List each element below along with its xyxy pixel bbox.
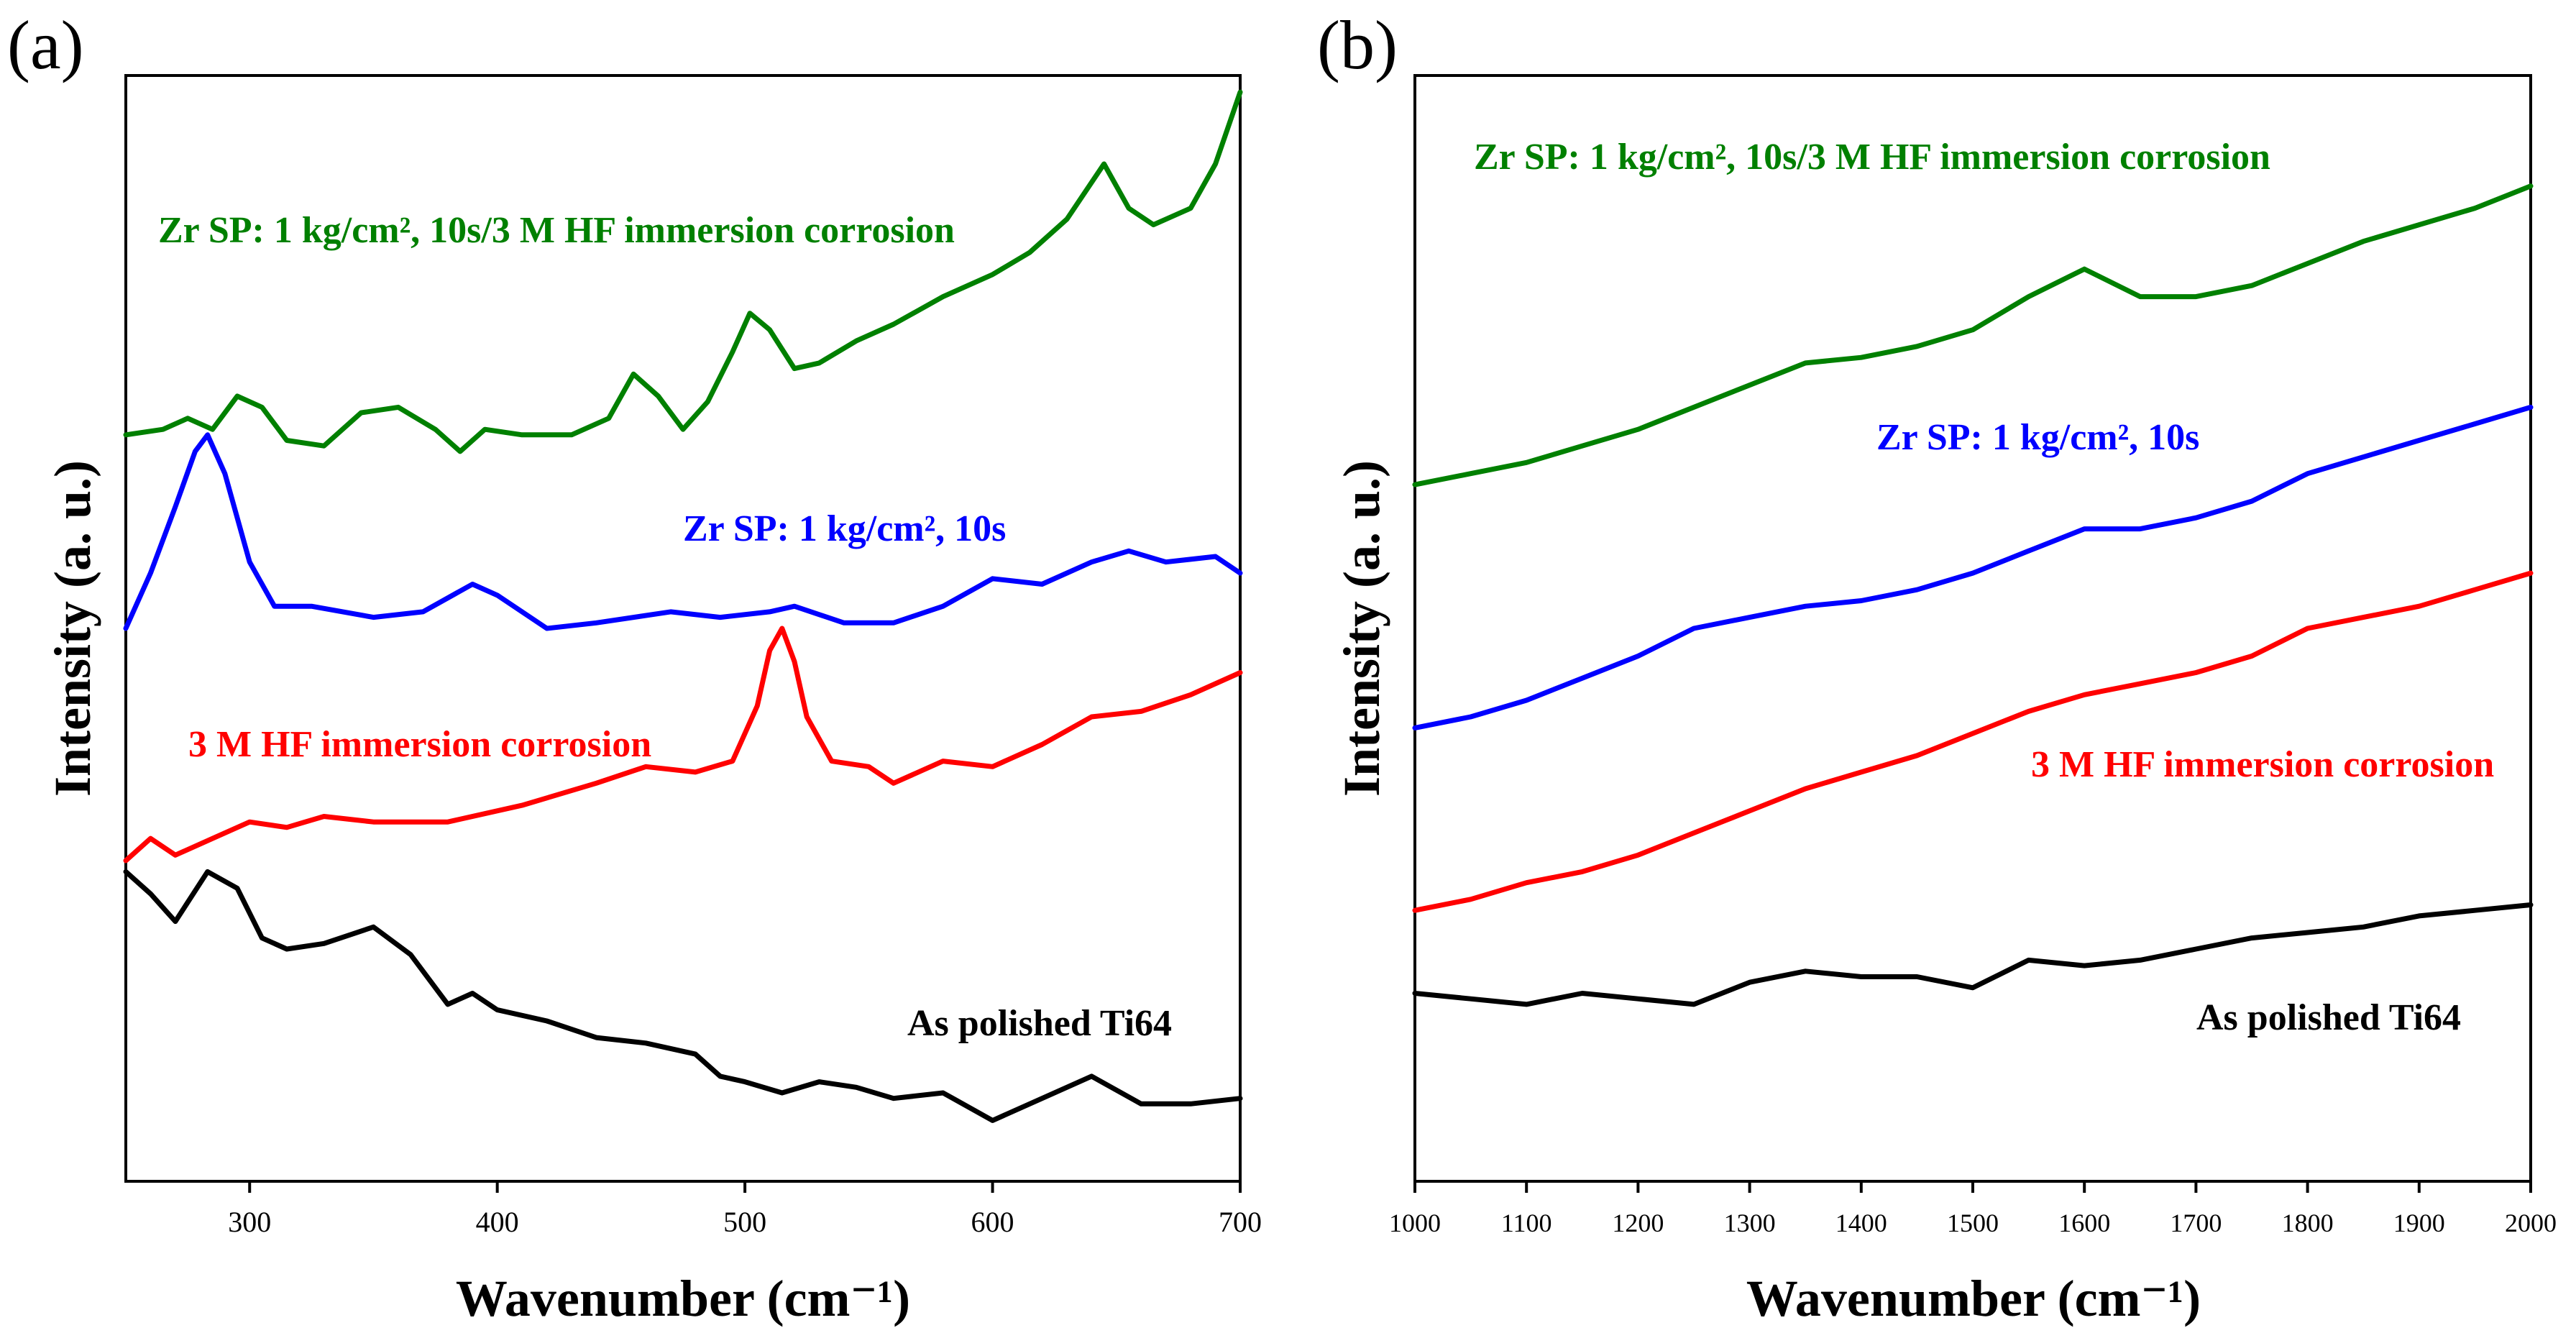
x-axis-title-a: Wavenumber (cm⁻¹)	[456, 1270, 910, 1327]
series-label-b-black: As polished Ti64	[2196, 997, 2461, 1038]
series-label-b-green: Zr SP: 1 kg/cm², 10s/3 M HF immersion co…	[1474, 137, 2270, 178]
x-tick-label-b: 2000	[2505, 1209, 2557, 1237]
x-tick-label-b: 1200	[1612, 1209, 1664, 1237]
series-label-a-black: As polished Ti64	[907, 1003, 1172, 1044]
x-tick-label-a: 500	[723, 1206, 766, 1238]
x-tick-label-a: 300	[228, 1206, 271, 1238]
x-tick-label-b: 1100	[1501, 1209, 1552, 1237]
series-line-a-blue	[123, 432, 1243, 631]
panel-a: (a) 300 400 500 600 700 Zr SP: 1 kg/cm², 10s…	[7, 6, 1262, 1327]
series-label-a-green: Zr SP: 1 kg/cm², 10s/3 M HF immersion co…	[158, 210, 955, 251]
x-tick-label-a: 600	[971, 1206, 1014, 1238]
series-label-b-blue: Zr SP: 1 kg/cm², 10s	[1876, 417, 2199, 458]
series-label-a-red: 3 M HF immersion corrosion	[188, 724, 651, 765]
y-axis-title-b: Intensity (a. u.)	[1333, 460, 1390, 797]
series-line-a-black	[123, 869, 1243, 1123]
series-line-b-red	[1412, 570, 2534, 913]
panel-b: (b) 1000 1100 1200 1300 1400 1500 1600 1700 1800…	[1317, 6, 2557, 1327]
x-tick-label-a: 700	[1219, 1206, 1262, 1238]
x-tick-label-a: 400	[476, 1206, 519, 1238]
x-axis-title-b: Wavenumber (cm⁻¹)	[1746, 1270, 2201, 1327]
x-ticks-a: 300 400 500 600 700	[228, 1181, 1262, 1238]
x-tick-label-b: 1300	[1724, 1209, 1776, 1237]
series-line-b-green	[1412, 183, 2534, 487]
x-tick-label-b: 1000	[1389, 1209, 1441, 1237]
series-line-b-blue	[1412, 404, 2534, 730]
series-line-b-black	[1412, 902, 2534, 1007]
x-tick-label-b: 1700	[2170, 1209, 2222, 1237]
series-group-b	[1412, 183, 2534, 1007]
x-tick-label-b: 1600	[2058, 1209, 2110, 1237]
x-tick-label-b: 1900	[2393, 1209, 2445, 1237]
series-line-a-green	[123, 89, 1243, 454]
series-group-a	[123, 89, 1243, 1123]
x-tick-label-b: 1500	[1947, 1209, 1999, 1237]
x-tick-label-b: 1800	[2282, 1209, 2334, 1237]
y-axis-title-a: Intensity (a. u.)	[44, 460, 101, 797]
panel-label-a: (a)	[7, 6, 84, 83]
series-label-a-blue: Zr SP: 1 kg/cm², 10s	[683, 508, 1006, 549]
x-tick-label-b: 1400	[1835, 1209, 1887, 1237]
panel-label-b: (b)	[1317, 6, 1398, 83]
x-ticks-b: 1000 1100 1200 1300 1400 1500 1600 1700 1800 1900…	[1389, 1181, 2557, 1237]
series-label-b-red: 3 M HF immersion corrosion	[2031, 744, 2494, 785]
series-line-a-red	[123, 626, 1243, 864]
